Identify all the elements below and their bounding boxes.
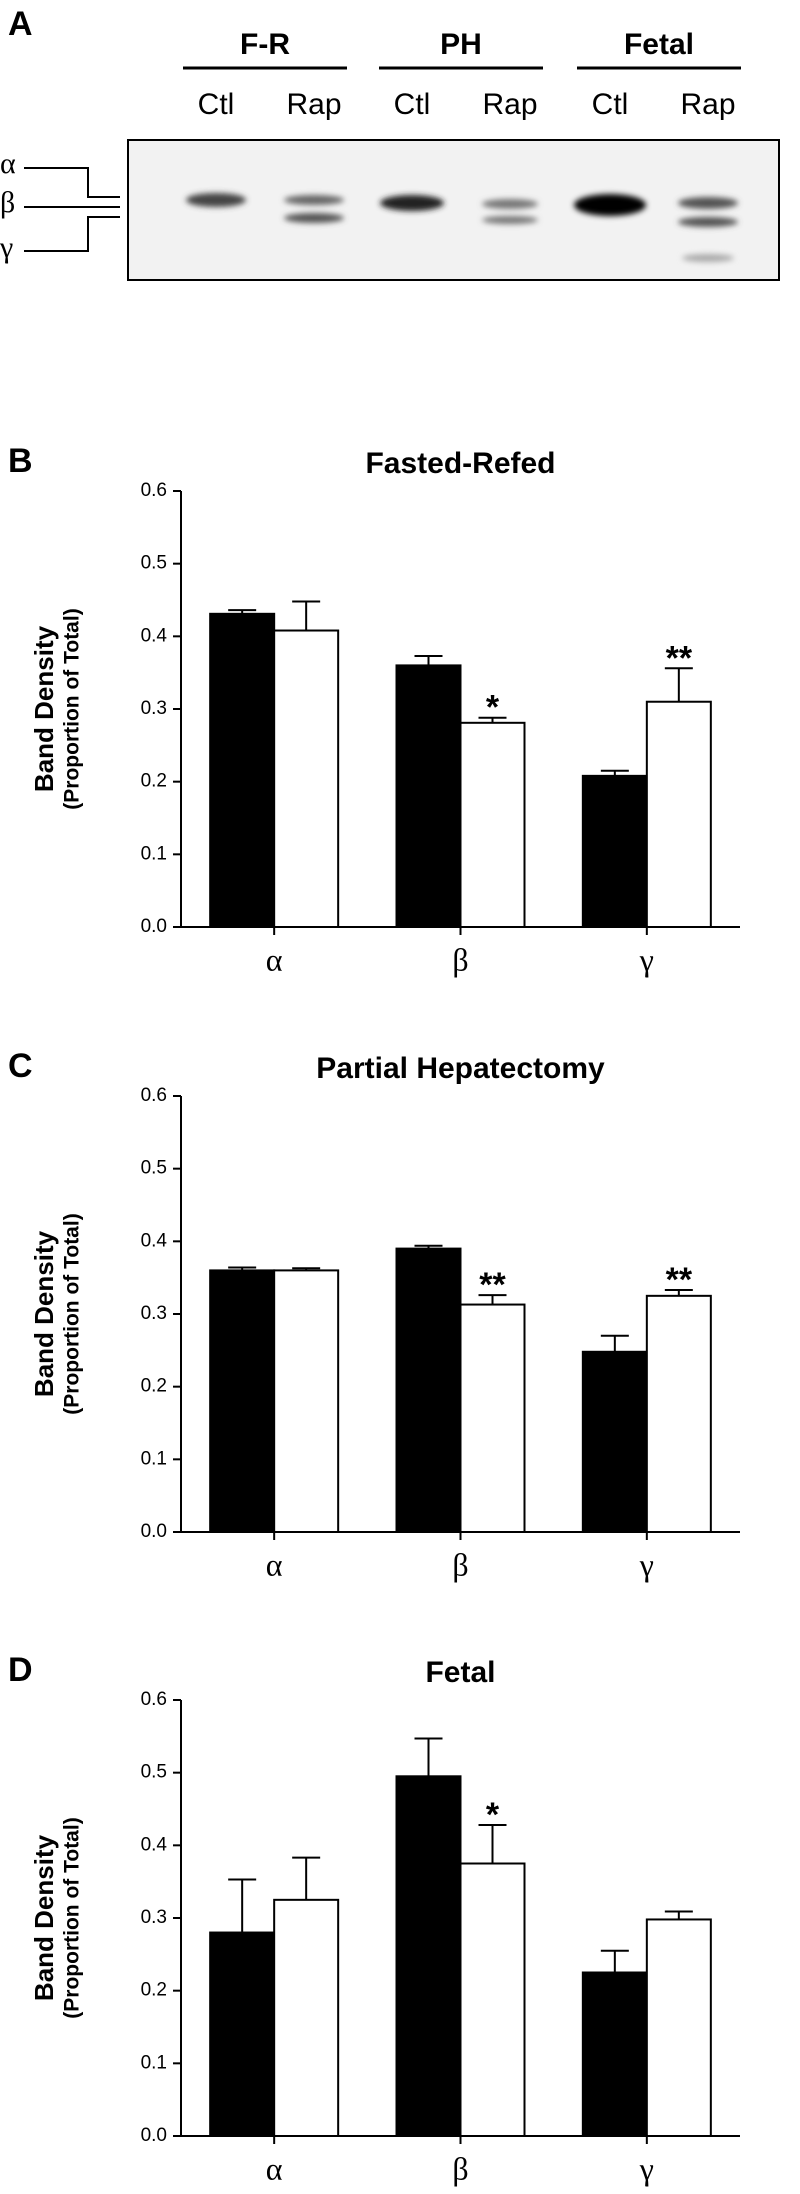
bar [459,1862,526,2137]
chart-title: Fetal [425,1656,495,1689]
chart-title: Partial Hepatectomy [316,1052,605,1085]
blot-bands [186,193,738,262]
bar [645,700,712,928]
bar [209,1269,276,1534]
y-tick-label: 0.4 [141,625,168,646]
band-label: γ [0,231,13,264]
y-tick-label: 0.1 [141,2052,167,2073]
y-tick-label: 0.0 [141,916,167,937]
y-tick-label: 0.0 [141,1521,167,1542]
x-tick-label: γ [639,1546,654,1582]
x-tick-label: γ [639,941,654,977]
panel-label: C [8,1047,33,1085]
y-tick-label: 0.3 [141,1303,167,1324]
y-tick-label: 0.4 [141,1834,168,1855]
band [682,254,734,262]
y-axis-label: (Proportion of Total) [61,1213,84,1414]
bar [273,629,340,929]
significance-mark: ** [479,1266,506,1304]
band [284,213,344,223]
significance-mark: * [486,689,500,727]
band [574,194,646,216]
blot-panel [24,139,780,281]
group-label: PH [440,28,482,61]
y-tick-label: 0.6 [141,480,167,501]
bar [581,1971,648,2137]
x-tick-label: β [452,1546,468,1582]
y-tick-label: 0.6 [141,1085,167,1106]
bar [209,612,276,928]
bar [395,664,462,929]
bar [645,1294,712,1534]
bar [459,1303,526,1534]
group-label: F-R [240,28,290,61]
y-tick-label: 0.3 [141,1907,167,1928]
y-tick-label: 0.5 [141,1158,167,1179]
x-tick-label: γ [639,2150,654,2186]
bar [273,1898,340,2138]
band [284,195,344,205]
panel-label: B [8,442,33,480]
lane-label: Ctl [394,88,431,121]
band [482,199,538,209]
bar [645,1918,712,2138]
band [186,193,246,207]
bar [581,1350,648,1533]
band [678,217,738,227]
x-tick-label: β [452,941,468,977]
bar [395,1775,462,2138]
significance-mark: ** [666,639,693,677]
y-axis-label: (Proportion of Total) [61,608,84,809]
bar [459,721,526,928]
bar [273,1269,340,1534]
x-tick-label: α [266,2150,283,2186]
bar [209,1931,276,2137]
lane-label: Ctl [198,88,235,121]
y-tick-label: 0.2 [141,1980,167,2001]
band [482,216,538,224]
significance-mark: ** [666,1261,693,1299]
lane-label: Rap [680,88,735,121]
y-tick-label: 0.1 [141,843,167,864]
band [380,195,444,211]
x-tick-label: β [452,2150,468,2186]
lane-label: Ctl [592,88,629,121]
y-axis-label: (Proportion of Total) [61,1817,84,2018]
bar [581,774,648,928]
y-axis-label: Band Density [29,1230,59,1397]
lane-label: Rap [286,88,341,121]
band-brackets [24,167,120,252]
y-tick-label: 0.1 [141,1448,167,1469]
blot-frame [127,139,780,281]
y-tick-label: 0.2 [141,1376,167,1397]
band-label: β [0,186,15,219]
y-tick-label: 0.2 [141,771,167,792]
bar [395,1247,462,1533]
lane-label: Rap [482,88,537,121]
band-label: α [0,147,16,180]
x-tick-label: α [266,941,283,977]
y-tick-label: 0.3 [141,698,167,719]
x-tick-label: α [266,1546,283,1582]
significance-mark: * [486,1796,500,1834]
panel-label: D [8,1651,33,1689]
group-label: Fetal [624,28,694,61]
panel-label: A [8,5,33,43]
y-tick-label: 0.0 [141,2125,167,2146]
y-tick-label: 0.5 [141,553,167,574]
y-axis-label: Band Density [29,1834,59,2001]
chart-title: Fasted-Refed [365,447,555,480]
y-tick-label: 0.4 [141,1230,168,1251]
y-tick-label: 0.6 [141,1689,167,1710]
band [678,197,738,209]
y-axis-label: Band Density [29,625,59,792]
y-tick-label: 0.5 [141,1762,167,1783]
